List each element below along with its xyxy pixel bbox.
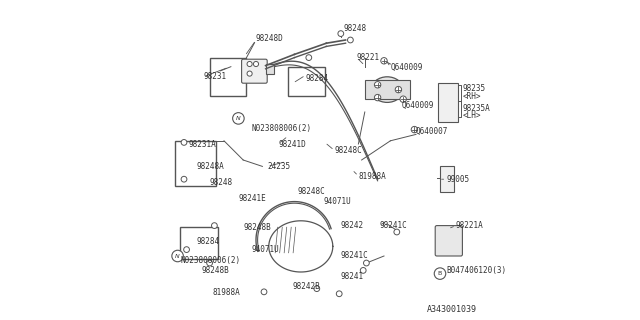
- Text: 94071U: 94071U: [251, 245, 279, 254]
- Text: 98248A: 98248A: [197, 162, 225, 171]
- Text: 98284: 98284: [197, 237, 220, 246]
- Text: 98221A: 98221A: [456, 221, 484, 230]
- Text: 98221: 98221: [357, 53, 380, 62]
- Text: A343001039: A343001039: [427, 305, 477, 314]
- Text: 98248: 98248: [344, 24, 367, 33]
- Circle shape: [374, 94, 381, 101]
- Text: 98284: 98284: [306, 74, 329, 83]
- Text: N: N: [175, 253, 180, 259]
- Bar: [266, 64, 274, 74]
- Text: N023808006(2): N023808006(2): [181, 256, 241, 265]
- Circle shape: [184, 247, 189, 252]
- Text: N023808006(2): N023808006(2): [251, 124, 311, 132]
- Circle shape: [253, 61, 259, 67]
- Circle shape: [394, 229, 400, 235]
- Text: N: N: [236, 116, 241, 121]
- FancyBboxPatch shape: [435, 226, 462, 256]
- Circle shape: [247, 71, 252, 76]
- Text: Q640009: Q640009: [390, 63, 423, 72]
- Bar: [288, 67, 325, 96]
- Circle shape: [412, 126, 417, 133]
- Bar: [438, 83, 458, 122]
- Circle shape: [261, 289, 267, 295]
- Circle shape: [435, 268, 445, 279]
- Text: 98241C: 98241C: [380, 221, 407, 230]
- Text: 98248D: 98248D: [256, 34, 284, 43]
- Circle shape: [381, 58, 387, 64]
- Text: B: B: [438, 271, 442, 276]
- Bar: [440, 166, 454, 192]
- Text: 98248B: 98248B: [243, 223, 271, 232]
- Text: 81988A: 81988A: [358, 172, 386, 180]
- Text: 98248C: 98248C: [298, 188, 325, 196]
- Bar: [210, 58, 246, 96]
- Ellipse shape: [371, 77, 403, 102]
- Text: 94071U: 94071U: [323, 197, 351, 206]
- Text: B047406120(3): B047406120(3): [447, 266, 506, 275]
- Circle shape: [181, 140, 187, 145]
- Bar: [180, 227, 218, 259]
- Circle shape: [337, 291, 342, 297]
- Text: 98235A: 98235A: [462, 104, 490, 113]
- Text: Q640007: Q640007: [416, 127, 449, 136]
- Circle shape: [360, 268, 366, 273]
- Circle shape: [338, 31, 344, 36]
- Text: 98248: 98248: [210, 178, 233, 187]
- Circle shape: [374, 82, 381, 88]
- Circle shape: [396, 86, 402, 93]
- Circle shape: [364, 260, 369, 266]
- Text: 81988A: 81988A: [212, 288, 241, 297]
- Circle shape: [400, 96, 406, 102]
- Circle shape: [181, 176, 187, 182]
- Text: 98242: 98242: [340, 221, 364, 230]
- Circle shape: [306, 55, 312, 60]
- Circle shape: [247, 61, 252, 67]
- Bar: [365, 80, 410, 99]
- Text: Q640009: Q640009: [402, 101, 434, 110]
- Text: 98241D: 98241D: [278, 140, 306, 148]
- Text: 24235: 24235: [268, 162, 291, 171]
- Circle shape: [207, 260, 212, 266]
- Circle shape: [211, 223, 218, 228]
- Text: 98241C: 98241C: [340, 252, 369, 260]
- Bar: [175, 141, 216, 186]
- Circle shape: [314, 286, 320, 292]
- Circle shape: [348, 37, 353, 43]
- Text: 98231A: 98231A: [189, 140, 216, 148]
- Text: 98241E: 98241E: [239, 194, 266, 203]
- Text: 98248C: 98248C: [334, 146, 362, 155]
- Text: <RH>: <RH>: [462, 92, 481, 100]
- FancyBboxPatch shape: [242, 59, 268, 83]
- Circle shape: [233, 113, 244, 124]
- Text: <LH>: <LH>: [462, 111, 481, 120]
- Circle shape: [172, 250, 184, 262]
- Text: 98242B: 98242B: [292, 282, 321, 291]
- Text: 98235: 98235: [462, 84, 486, 92]
- Text: 98231: 98231: [204, 72, 227, 81]
- Text: 99005: 99005: [447, 175, 470, 184]
- Text: 98248B: 98248B: [202, 266, 229, 275]
- Text: 98241: 98241: [340, 272, 364, 281]
